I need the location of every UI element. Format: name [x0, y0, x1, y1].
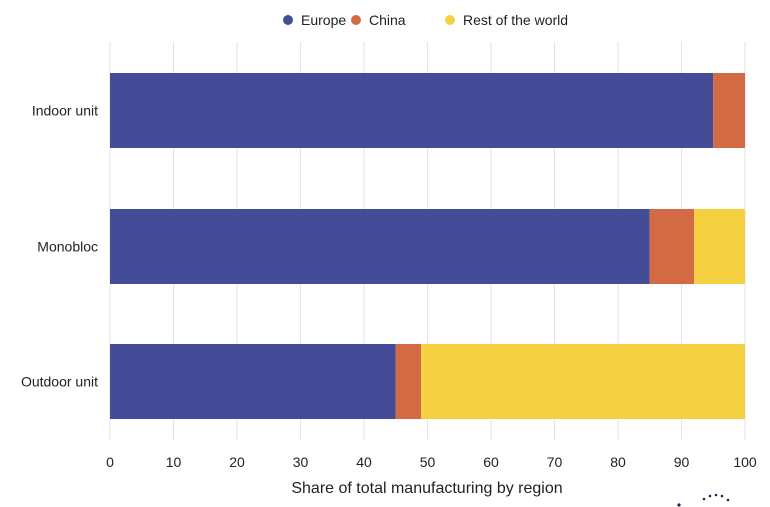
x-tick-label: 30: [293, 454, 309, 470]
bar-segment-china: [713, 73, 745, 148]
bars: [110, 73, 745, 419]
legend-label: Europe: [301, 12, 346, 28]
legend-label: Rest of the world: [463, 12, 568, 28]
x-tick-label: 60: [483, 454, 499, 470]
bar-segment-china: [395, 344, 422, 419]
legend-item[interactable]: China: [351, 12, 406, 28]
x-tick-label: 0: [106, 454, 114, 470]
x-tick-label: 50: [420, 454, 436, 470]
category-labels: Indoor unit Monobloc Outdoor unit: [21, 103, 98, 390]
x-tick-label: 100: [733, 454, 757, 470]
x-tick-labels: 0 10 20 30 40 50 60 70 80 90 100: [106, 454, 757, 470]
bar-segment-rest-of-the-world: [421, 344, 745, 419]
bar-segment-rest-of-the-world: [694, 209, 745, 284]
bar-segment-europe: [110, 209, 650, 284]
x-axis-title: Share of total manufacturing by region: [291, 480, 562, 497]
x-tick-label: 40: [356, 454, 372, 470]
category-label: Indoor unit: [32, 103, 98, 119]
eu-flag-logo: [677, 493, 730, 507]
legend-marker: [351, 15, 361, 25]
x-tick-label: 90: [674, 454, 690, 470]
x-tick-label: 20: [229, 454, 245, 470]
legend-item[interactable]: Europe: [283, 12, 346, 28]
x-tick-label: 80: [610, 454, 626, 470]
bar-segment-europe: [110, 73, 714, 148]
legend-marker: [283, 15, 293, 25]
category-label: Outdoor unit: [21, 374, 98, 390]
bar-segment-europe: [110, 344, 396, 419]
x-tick-label: 10: [166, 454, 182, 470]
category-label: Monobloc: [37, 239, 98, 255]
legend-label: China: [369, 12, 406, 28]
x-tick-label: 70: [547, 454, 563, 470]
legend-item[interactable]: Rest of the world: [445, 12, 568, 28]
legend-marker: [445, 15, 455, 25]
legend: Europe China Rest of the world: [283, 12, 568, 28]
bar-segment-china: [649, 209, 695, 284]
